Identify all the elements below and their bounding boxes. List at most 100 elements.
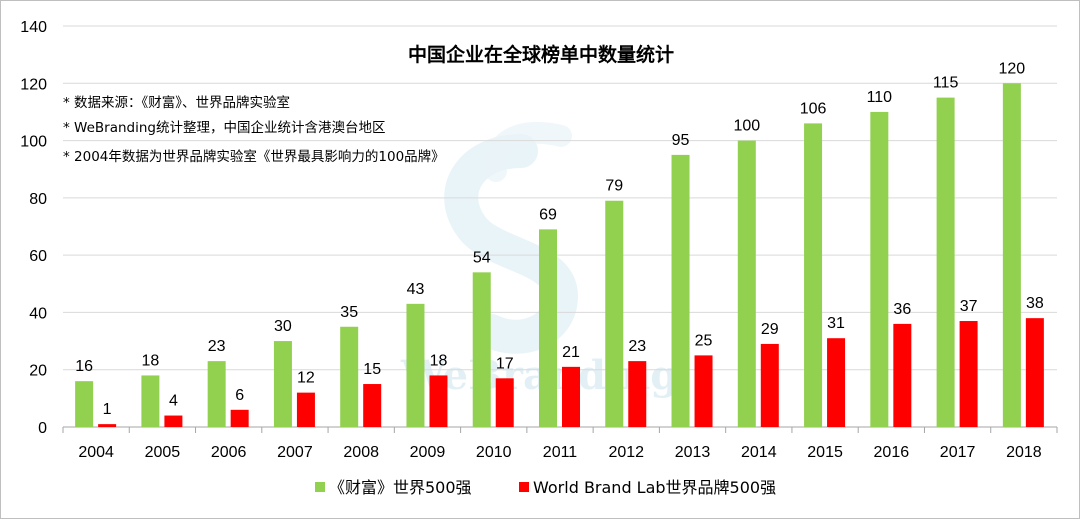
x-tick-label: 2012 bbox=[608, 444, 644, 461]
x-tick-label: 2009 bbox=[410, 444, 446, 461]
data-label: 38 bbox=[1026, 295, 1044, 312]
data-label: 54 bbox=[473, 249, 491, 266]
bar-fortune bbox=[406, 303, 425, 427]
bar-wbl bbox=[760, 343, 779, 427]
data-label: 12 bbox=[297, 370, 315, 387]
data-label: 43 bbox=[407, 281, 425, 298]
bar-wbl bbox=[98, 424, 117, 427]
y-tick-label: 20 bbox=[29, 363, 47, 380]
bar-wbl bbox=[893, 323, 912, 427]
x-tick-label: 2011 bbox=[543, 444, 578, 461]
bar-fortune bbox=[539, 229, 557, 427]
bar-fortune bbox=[936, 97, 955, 427]
y-tick-label: 40 bbox=[29, 305, 47, 322]
data-label: 15 bbox=[363, 361, 381, 378]
x-tick-label: 2014 bbox=[741, 444, 777, 461]
bar-fortune bbox=[75, 381, 94, 427]
data-label: 17 bbox=[496, 355, 514, 372]
bar-wbl bbox=[230, 409, 249, 427]
data-label: 35 bbox=[340, 304, 358, 321]
data-label: 31 bbox=[827, 315, 845, 332]
y-tick-label: 100 bbox=[20, 134, 47, 151]
data-label: 4 bbox=[169, 393, 178, 410]
bar-fortune bbox=[870, 111, 889, 427]
bar-fortune bbox=[472, 272, 491, 427]
x-tick-label: 2005 bbox=[145, 444, 181, 461]
bar-wbl bbox=[694, 355, 713, 427]
bars bbox=[75, 83, 1044, 428]
data-label: 36 bbox=[893, 301, 911, 318]
data-label: 16 bbox=[75, 358, 93, 375]
bar-wbl bbox=[959, 321, 978, 427]
data-label: 79 bbox=[605, 178, 623, 195]
bar-wbl bbox=[1025, 318, 1044, 427]
data-label: 95 bbox=[672, 132, 690, 149]
data-label: 110 bbox=[867, 89, 893, 106]
bar-wbl bbox=[296, 392, 315, 427]
legend: 《财富》世界500强 World Brand Lab世界品牌500强 bbox=[315, 478, 776, 497]
bar-fortune bbox=[737, 140, 756, 428]
bar-wbl bbox=[562, 366, 580, 427]
x-tick-label: 2018 bbox=[1006, 444, 1042, 461]
bar-wbl bbox=[363, 384, 382, 427]
bar-fortune bbox=[605, 200, 624, 427]
bar-fortune bbox=[340, 326, 359, 427]
data-label: 23 bbox=[628, 338, 646, 355]
data-label: 25 bbox=[695, 332, 713, 349]
data-label: 18 bbox=[430, 352, 448, 369]
bar-fortune bbox=[207, 361, 226, 427]
legend-label-wbl: World Brand Lab世界品牌500强 bbox=[533, 478, 776, 497]
data-label: 21 bbox=[562, 344, 580, 361]
x-tick-label: 2006 bbox=[211, 444, 247, 461]
x-tick-label: 2004 bbox=[78, 444, 114, 461]
legend-label-fortune: 《财富》世界500强 bbox=[329, 478, 472, 497]
data-label: 37 bbox=[960, 298, 978, 315]
data-label: 69 bbox=[539, 206, 557, 223]
bar-wbl bbox=[827, 338, 846, 427]
watermark-logo-shape bbox=[484, 121, 572, 182]
data-label: 18 bbox=[142, 352, 160, 369]
data-label: 6 bbox=[235, 387, 244, 404]
x-tick-label: 2013 bbox=[675, 444, 711, 461]
x-tick-label: 2007 bbox=[277, 444, 313, 461]
bar-wbl bbox=[164, 415, 183, 427]
y-tick-label: 0 bbox=[38, 420, 47, 437]
data-label: 120 bbox=[999, 60, 1026, 77]
y-tick-label: 80 bbox=[29, 191, 47, 208]
y-tick-label: 60 bbox=[29, 248, 47, 265]
x-tick-label: 2017 bbox=[940, 444, 976, 461]
data-label: 115 bbox=[933, 75, 959, 92]
bar-fortune bbox=[1002, 83, 1021, 428]
bar-wbl bbox=[628, 361, 647, 427]
note-2004: * 2004年数据为世界品牌实验室《世界最具影响力的100品牌》 bbox=[63, 148, 445, 165]
data-labels: 16 18 23 30 35 43 54 69 79 95 100 106 110 115 120 1 4 6 12… bbox=[75, 60, 1044, 418]
bar-fortune bbox=[671, 154, 690, 427]
data-label: 30 bbox=[274, 318, 292, 335]
axes: 0 20 40 60 80 100 120 140 2004 2005 2006 2007 2008 20… bbox=[20, 19, 1058, 461]
note-source: * 数据来源：《财富》、世界品牌实验室 bbox=[63, 94, 290, 111]
x-tick-label: 2010 bbox=[476, 444, 512, 461]
data-label: 23 bbox=[208, 338, 226, 355]
x-tick-label: 2015 bbox=[807, 444, 843, 461]
y-tick-label: 120 bbox=[20, 76, 47, 93]
bar-fortune bbox=[141, 375, 160, 427]
x-tick-label: 2016 bbox=[874, 444, 910, 461]
data-label: 106 bbox=[800, 100, 827, 117]
bar-wbl bbox=[495, 378, 514, 427]
gridlines bbox=[63, 25, 1057, 371]
data-label: 1 bbox=[103, 401, 112, 418]
legend-swatch-wbl bbox=[519, 482, 529, 492]
x-tick-label: 2008 bbox=[343, 444, 379, 461]
bar-fortune bbox=[804, 123, 823, 427]
bar-fortune bbox=[273, 341, 292, 427]
chart-text: 中国企业在全球榜单中数量统计 * 数据来源：《财富》、世界品牌实验室 * WeB… bbox=[63, 43, 674, 165]
note-webranding: * WeBranding统计整理，中国企业统计含港澳台地区 bbox=[63, 119, 386, 136]
legend-swatch-fortune bbox=[315, 482, 325, 492]
data-label: 100 bbox=[733, 118, 760, 135]
data-label: 29 bbox=[761, 321, 779, 338]
bar-wbl bbox=[429, 375, 448, 427]
y-tick-label: 140 bbox=[20, 19, 47, 36]
chart-title: 中国企业在全球榜单中数量统计 bbox=[408, 43, 674, 66]
